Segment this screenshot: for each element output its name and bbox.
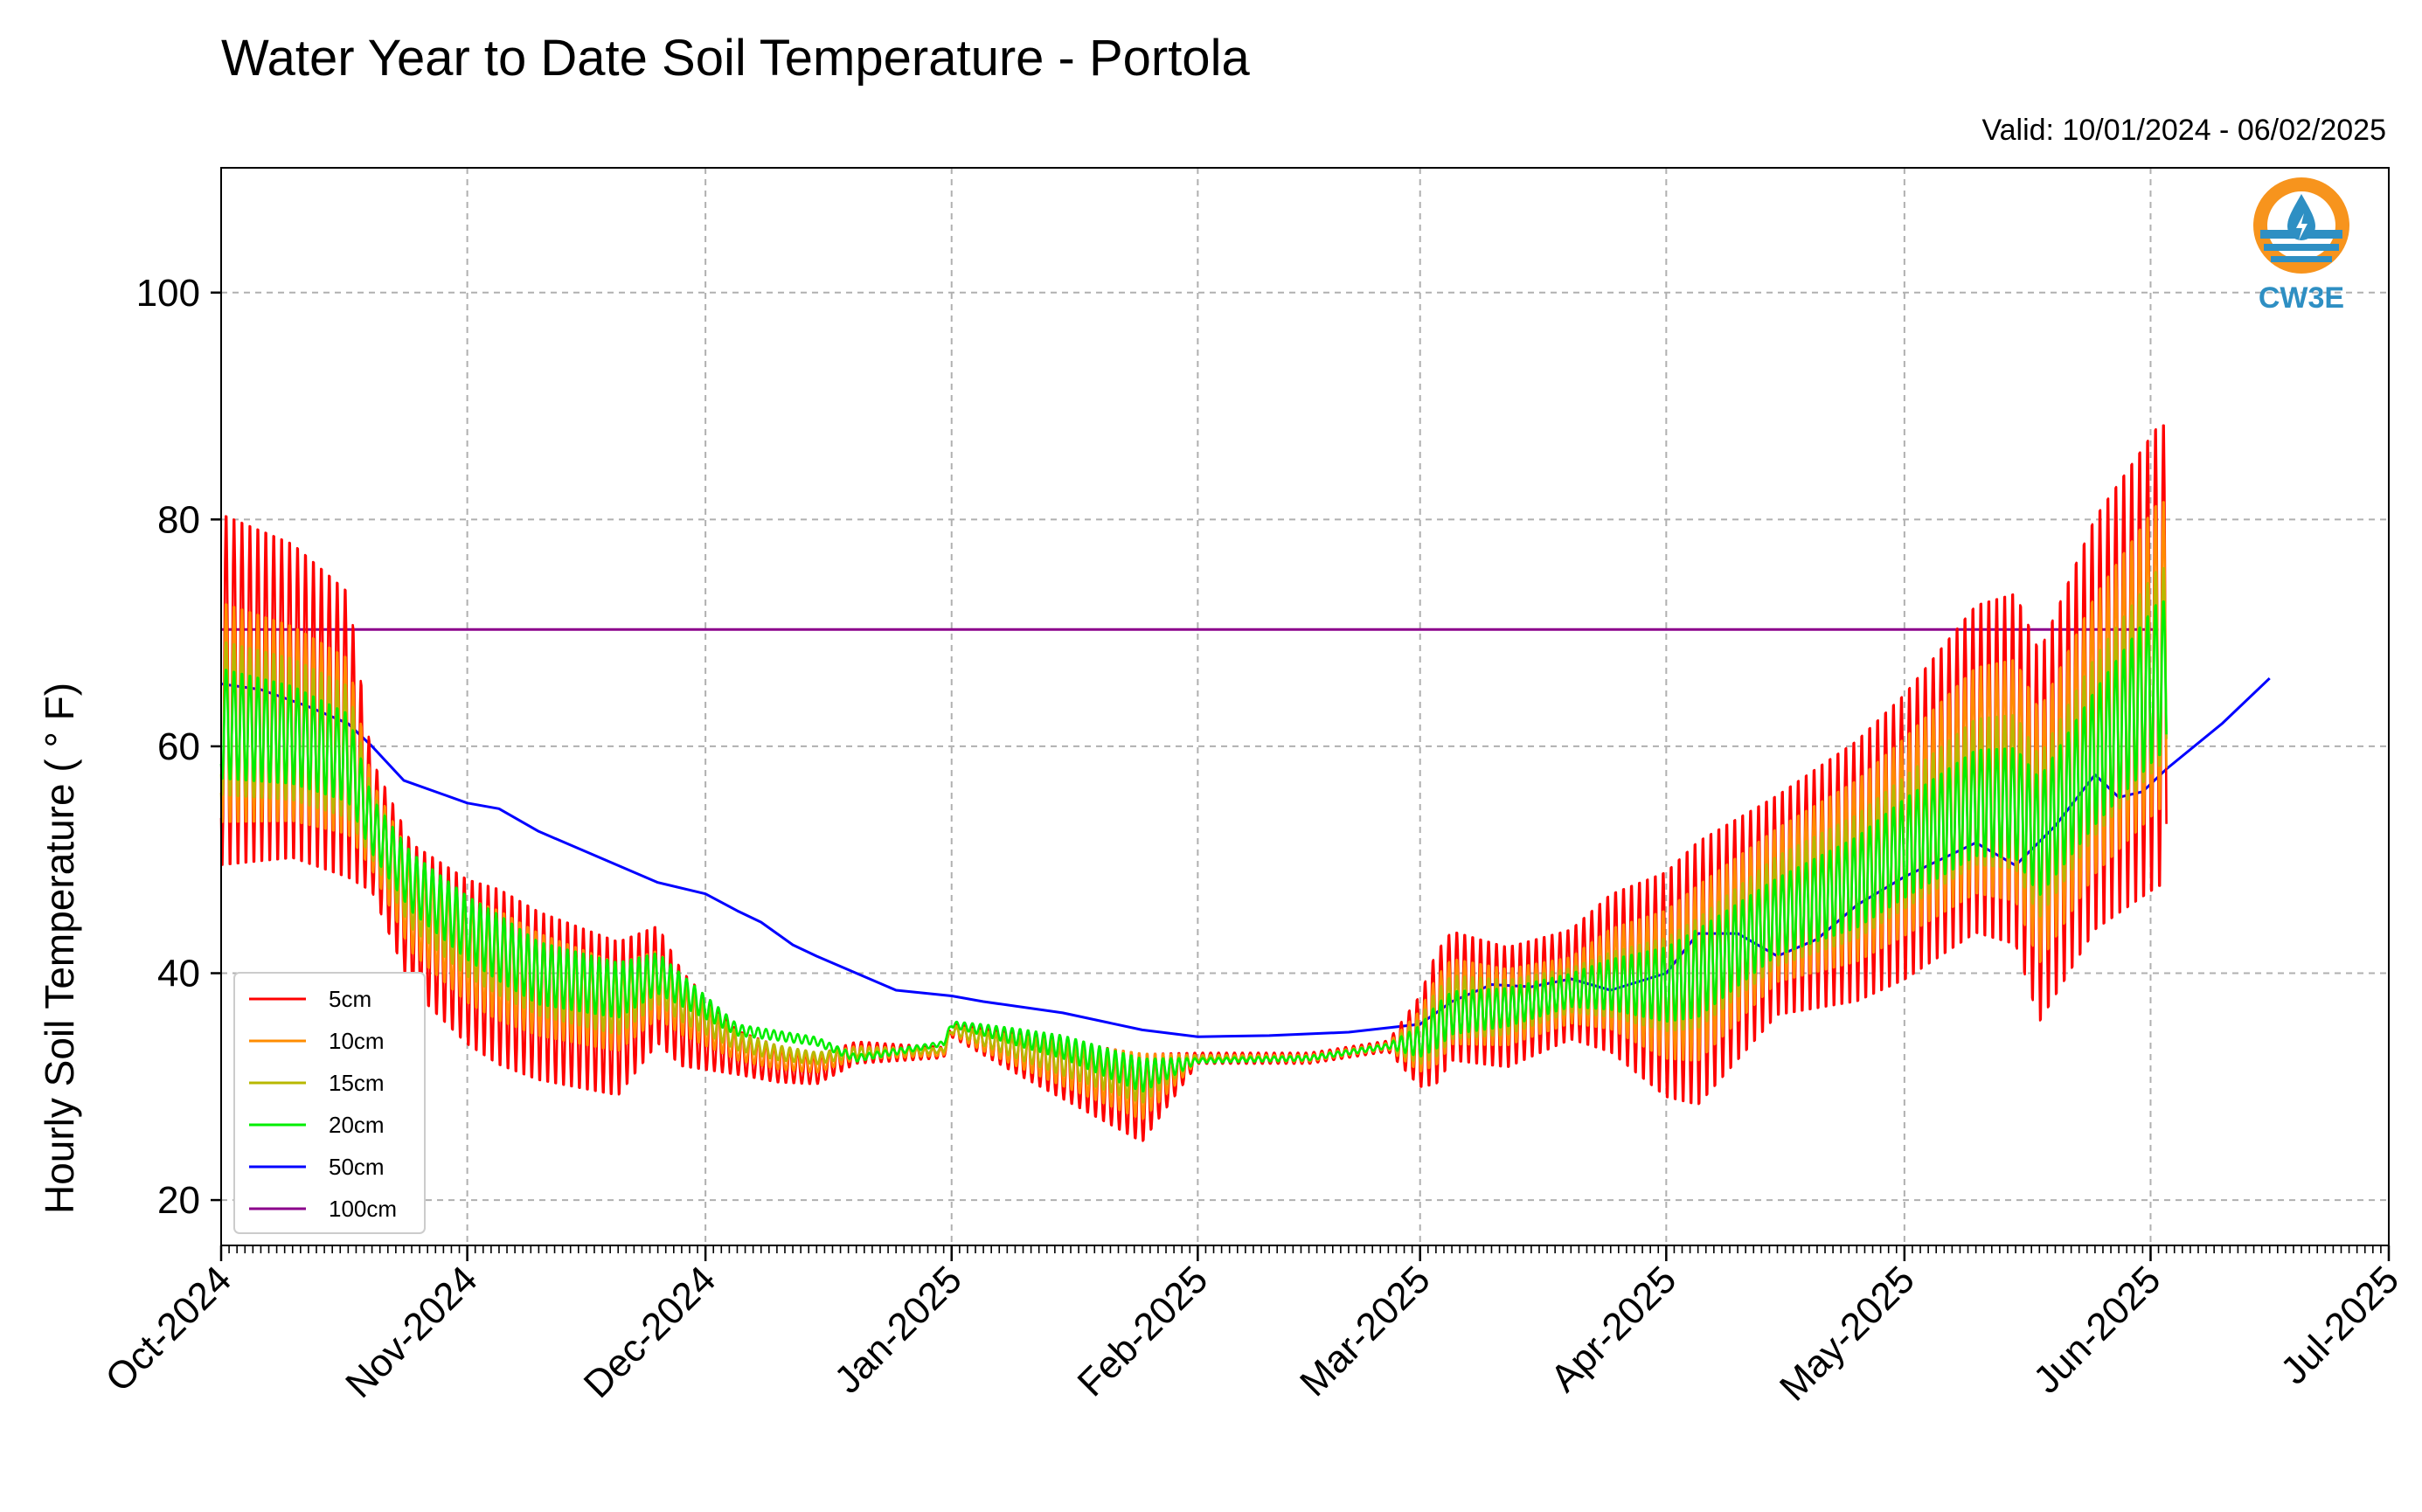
y-tick-labels: 20 40 60 80 100: [136, 272, 200, 1222]
chart-title: Water Year to Date Soil Temperature - Po…: [221, 30, 1250, 87]
y-tick-label: 60: [157, 725, 200, 768]
y-tick-label: 100: [136, 272, 200, 315]
axes: [211, 167, 2391, 1261]
cw3e-logo: CW3E: [2253, 177, 2349, 315]
logo-text: CW3E: [2259, 281, 2344, 315]
chart-subtitle: Valid: 10/01/2024 - 06/02/2025: [1981, 114, 2386, 147]
water-drop-icon: [2253, 177, 2349, 274]
legend-label-5cm: 5cm: [329, 986, 371, 1012]
series-line-20cm: [219, 600, 2168, 1092]
legend-label-15cm: 15cm: [329, 1070, 385, 1096]
series-lines: [219, 424, 2271, 1142]
y-tick-label: 80: [157, 498, 200, 541]
legend-label-20cm: 20cm: [329, 1112, 385, 1138]
legend: 5cm 10cm 15cm 20cm 50cm 100cm: [233, 972, 426, 1234]
y-tick-label: 40: [157, 953, 200, 995]
y-tick-label: 20: [157, 1179, 200, 1222]
y-axis-label: Hourly Soil Temperature ( ° F): [37, 683, 82, 1214]
legend-label-50cm: 50cm: [329, 1154, 385, 1180]
plot-frame: [220, 167, 2390, 1246]
legend-label-100cm: 100cm: [329, 1196, 397, 1222]
legend-label-10cm: 10cm: [329, 1028, 385, 1054]
